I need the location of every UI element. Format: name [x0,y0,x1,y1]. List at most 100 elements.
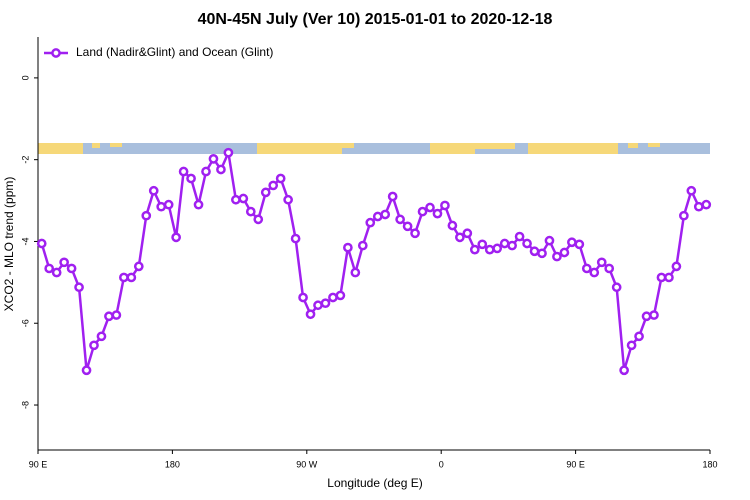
point [66,263,77,274]
point [455,232,465,243]
point [581,263,592,274]
y-tick-label: -4 [20,237,30,245]
point [395,214,405,225]
point [432,208,443,219]
point [664,272,674,283]
point [492,243,503,254]
point [186,173,196,184]
point [126,272,137,283]
point [320,298,331,309]
point [611,282,622,293]
point [440,200,450,211]
y-tick-label: -8 [20,401,30,409]
point [313,300,323,311]
point [193,199,204,210]
point [626,340,637,351]
point [552,251,562,262]
x-tick-label: 180 [165,459,180,469]
point [148,185,159,196]
point [693,201,704,212]
point [686,185,697,196]
y-tick-label: -6 [20,319,30,327]
surface-strip [38,143,710,154]
chart-title: 40N-45N July (Ver 10) 2015-01-01 to 2020… [198,11,553,28]
point [178,166,189,177]
point [96,331,107,342]
point [253,214,264,225]
point [447,220,458,231]
point [634,331,644,342]
point [268,180,279,191]
point [51,267,62,278]
point [656,272,667,283]
point [245,206,256,217]
point [44,263,55,274]
legend-label: Land (Nadir&Glint) and Ocean (Glint) [76,45,273,59]
point [529,246,540,257]
point [104,311,114,322]
point [619,365,629,376]
x-tick-label: 0 [439,459,444,469]
point [283,194,293,205]
point [163,199,174,210]
point [596,257,607,268]
point [335,290,346,301]
y-axis-label: XCO2 - MLO trend (ppm) [2,177,16,312]
point [223,147,234,158]
legend-marker [51,48,61,58]
point [201,166,211,177]
point [305,309,316,320]
x-tick-label: 90 W [296,459,318,469]
point [350,267,361,278]
point [156,201,167,212]
point [343,242,353,253]
point [372,211,383,222]
point [544,235,555,246]
point [649,310,659,320]
point [417,206,428,217]
point [119,272,129,283]
point [469,244,480,255]
point [507,240,517,251]
point [74,282,84,293]
point [89,340,99,351]
point [589,267,600,278]
point [559,247,570,258]
point [328,292,338,303]
point [462,228,473,239]
point [410,228,420,239]
series-line [40,148,707,371]
point [81,365,92,376]
point [425,202,435,213]
point [641,311,652,322]
point [402,221,413,232]
point [133,261,144,272]
point [387,191,398,202]
point [59,257,69,268]
point [499,238,510,249]
point [208,154,219,164]
point [537,248,547,259]
point [671,261,682,272]
point [298,292,308,303]
x-tick-label: 180 [702,459,717,469]
x-axis-label: Longitude (deg E) [327,476,422,490]
point [484,244,495,255]
point [290,233,301,244]
point [522,238,532,249]
point [574,239,585,250]
point [141,210,152,221]
point [216,164,226,175]
x-tick-label: 90 E [566,459,585,469]
point [357,240,368,251]
point [380,209,391,220]
point [477,239,488,250]
point [171,232,181,243]
x-tick-label: 90 E [29,459,48,469]
point [238,193,249,204]
point [679,210,689,221]
point [111,310,122,320]
point [260,187,271,198]
point [567,237,577,248]
